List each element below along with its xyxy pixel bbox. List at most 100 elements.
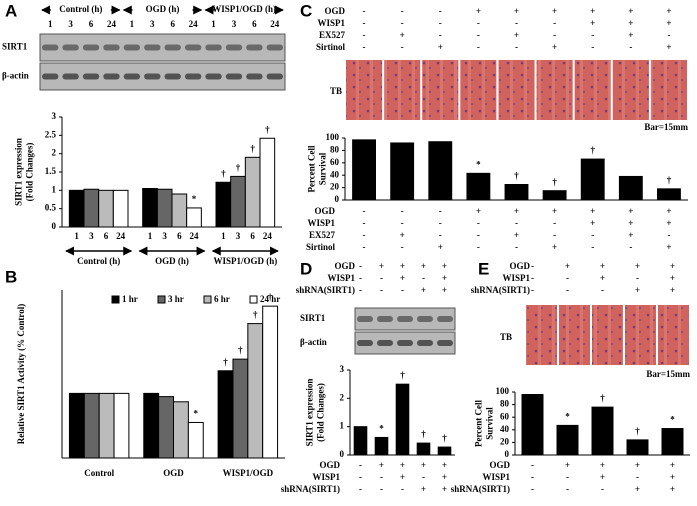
- blot-band: [184, 44, 202, 51]
- x-tick-label: 6: [177, 231, 182, 241]
- condition-label: OGD: [324, 6, 345, 16]
- condition-mark: +: [670, 261, 675, 271]
- group-header: WISP1/OGD (h): [212, 4, 276, 14]
- condition-mark: -: [363, 30, 366, 40]
- x-category-label: WISP1/OGD: [223, 468, 274, 478]
- condition-mark: +: [442, 484, 447, 494]
- lane-label: 1: [130, 19, 135, 29]
- bar: [374, 436, 389, 456]
- bar: [187, 421, 204, 459]
- bar: [466, 172, 491, 201]
- significance-marker: *: [379, 423, 384, 433]
- condition-mark: +: [565, 460, 570, 470]
- blot-label: SIRT1: [300, 313, 326, 323]
- condition-mark: -: [553, 230, 556, 240]
- condition-mark: -: [439, 206, 442, 216]
- bar: [158, 396, 174, 459]
- condition-mark: +: [666, 42, 671, 52]
- lane-label: 6: [252, 19, 257, 29]
- bar: [156, 188, 173, 228]
- condition-mark: +: [635, 460, 640, 470]
- condition-mark: +: [514, 30, 519, 40]
- condition-mark: -: [477, 18, 480, 28]
- bar: [352, 139, 376, 201]
- bar: [428, 141, 453, 201]
- image-label: TB: [330, 86, 342, 96]
- condition-label: WISP1: [317, 18, 345, 28]
- significance-marker: †: [238, 345, 243, 355]
- condition-mark: -: [515, 42, 518, 52]
- condition-mark: -: [477, 218, 480, 228]
- blot-band: [164, 73, 181, 80]
- condition-label: shRNA(SIRT1): [281, 484, 340, 494]
- blot-band: [82, 73, 100, 80]
- condition-mark: +: [600, 460, 605, 470]
- condition-mark: -: [363, 218, 366, 228]
- lane-label: 1: [211, 19, 216, 29]
- condition-mark: +: [552, 42, 557, 52]
- x-tick-label: 6: [250, 231, 255, 241]
- condition-label: OGD: [509, 261, 530, 271]
- histology-image: [625, 305, 656, 365]
- lane-label: 24: [189, 19, 199, 29]
- blot-band: [164, 44, 181, 51]
- y-axis-label: (Fold Changes): [316, 383, 326, 442]
- condition-mark: +: [628, 206, 633, 216]
- image-label: TB: [500, 332, 512, 342]
- condition-mark: +: [670, 285, 675, 295]
- condition-mark: -: [401, 242, 404, 252]
- histology-image: [346, 60, 383, 120]
- blot-band: [246, 73, 263, 80]
- histology-image: [650, 60, 687, 120]
- y-tick-label: 80: [330, 144, 340, 154]
- blot-band: [357, 340, 373, 346]
- condition-mark: -: [566, 472, 569, 482]
- condition-mark: -: [566, 273, 569, 283]
- y-tick-label: 2.5: [45, 129, 57, 139]
- condition-mark: +: [442, 261, 447, 271]
- condition-mark: +: [628, 30, 633, 40]
- condition-mark: +: [400, 472, 405, 482]
- bar: [186, 207, 202, 228]
- condition-mark: -: [629, 242, 632, 252]
- condition-mark: -: [591, 30, 594, 40]
- condition-mark: -: [636, 472, 639, 482]
- legend-label: 6 hr: [214, 294, 230, 304]
- condition-label: WISP1: [312, 472, 340, 482]
- significance-marker: †: [635, 426, 640, 436]
- y-axis-label: Relative SIRT1 Activity (% Control): [16, 304, 26, 445]
- condition-mark: -: [477, 242, 480, 252]
- significance-marker: †: [600, 393, 605, 403]
- condition-mark: +: [400, 273, 405, 283]
- condition-mark: -: [363, 6, 366, 16]
- condition-mark: -: [380, 273, 383, 283]
- condition-mark: -: [380, 484, 383, 494]
- condition-mark: +: [590, 206, 595, 216]
- bar: [230, 175, 246, 228]
- y-tick-label: 0: [340, 449, 345, 459]
- y-axis-label: (Fold Changes): [25, 143, 35, 202]
- condition-mark: -: [531, 273, 534, 283]
- condition-mark: +: [421, 460, 426, 470]
- significance-marker: †: [400, 370, 405, 380]
- condition-mark: -: [601, 484, 604, 494]
- blot-band: [184, 73, 202, 80]
- x-tick-label: 1: [74, 231, 79, 241]
- condition-label: shRNA(SIRT1): [451, 484, 510, 494]
- y-tick-label: 2: [52, 148, 57, 158]
- blot-band: [103, 73, 120, 80]
- y-tick-label: 1: [340, 421, 345, 431]
- x-category-label: Control (h): [77, 256, 120, 266]
- condition-mark: -: [531, 460, 534, 470]
- bar: [657, 188, 681, 201]
- legend-swatch: [249, 295, 258, 304]
- panel-label: E: [478, 259, 489, 278]
- blot-label: β-actin: [2, 71, 29, 81]
- panel-label: B: [5, 267, 17, 286]
- bar: [143, 392, 160, 459]
- bar: [437, 446, 452, 456]
- condition-mark: -: [477, 30, 480, 40]
- y-tick-label: 0: [52, 221, 57, 231]
- significance-marker: †: [667, 175, 672, 185]
